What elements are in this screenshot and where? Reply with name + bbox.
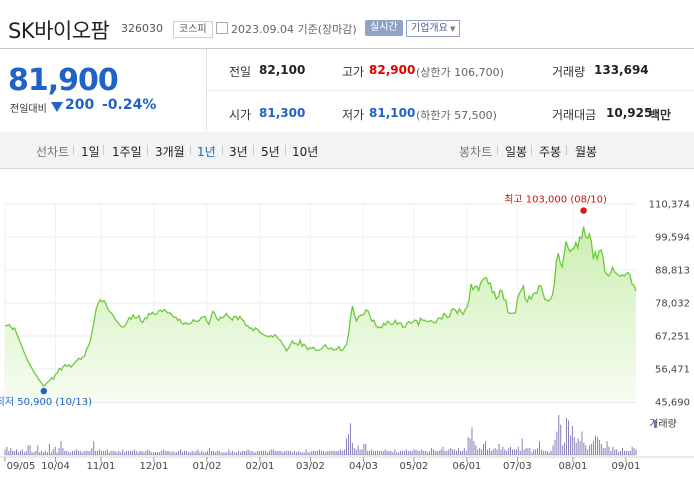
- line-chart-label: 선차트: [36, 145, 70, 159]
- open-value: 81,300: [259, 106, 306, 120]
- divider: [497, 145, 498, 155]
- prev-close-label: 전일: [229, 65, 252, 79]
- low-annotation: 최저 50,900 (10/13): [0, 396, 92, 408]
- market-badge: 코스피: [173, 21, 213, 38]
- base-date: 2023.09.04 기준(장마감): [231, 23, 357, 36]
- high-marker: [580, 207, 587, 214]
- current-price: 81,900: [8, 63, 119, 98]
- x-tick-label: 10/04: [41, 461, 70, 472]
- y-tick-label: 67,251: [655, 332, 690, 343]
- tab-10y[interactable]: 10년: [292, 145, 319, 159]
- y-tick-label: 88,813: [655, 266, 690, 277]
- x-tick-label: 05/02: [399, 461, 428, 472]
- x-tick-label: 12/01: [140, 461, 169, 472]
- chevron-down-icon: ▼: [447, 25, 456, 33]
- company-info-dropdown[interactable]: 기업개요 ▼: [406, 20, 461, 37]
- high-label: 고가: [342, 65, 365, 79]
- x-tick-label: 07/03: [503, 461, 532, 472]
- price-change-pct: -0.24%: [102, 97, 157, 113]
- candle-chart-label: 봉차트: [459, 145, 493, 159]
- amount-unit: 백만: [649, 108, 672, 122]
- down-triangle-icon: [51, 102, 63, 112]
- divider: [566, 145, 567, 155]
- price-area: [5, 226, 636, 402]
- price-change: 200: [65, 97, 95, 113]
- high-value: 82,900: [369, 63, 416, 77]
- divider: [147, 145, 148, 155]
- y-tick-label: 78,032: [655, 299, 690, 310]
- volume-legend-swatch: [654, 420, 656, 428]
- prev-close-value: 82,100: [259, 63, 306, 77]
- x-tick-label: 06/01: [452, 461, 481, 472]
- low-marker: [40, 387, 48, 395]
- divider: [285, 145, 286, 155]
- y-tick-label: 110,374: [649, 200, 690, 211]
- x-tick-label: 11/01: [86, 461, 115, 472]
- x-tick-label: 09/01: [611, 461, 640, 472]
- amount-label: 거래대금: [552, 108, 597, 122]
- divider: [207, 90, 694, 91]
- realtime-button[interactable]: 실시간: [365, 20, 403, 36]
- price-line: [4, 226, 637, 388]
- stock-header: SK바이오팜 326030 코스피 2023.09.04 기준(장마감) 실시간…: [0, 0, 694, 48]
- divider: [190, 145, 191, 155]
- tab-5y[interactable]: 5년: [261, 145, 280, 159]
- divider: [531, 145, 532, 155]
- tab-1d[interactable]: 1일: [81, 145, 100, 159]
- tab-monthly[interactable]: 월봉: [575, 145, 598, 159]
- divider: [222, 145, 223, 155]
- price-chart[interactable]: 110,374 99,594 88,813 78,032 67,251 56,471 45,…: [0, 185, 694, 486]
- divider: [73, 145, 74, 155]
- x-tick-label: 01/02: [193, 461, 222, 472]
- lower-limit: (하한가 57,500): [416, 109, 497, 122]
- x-tick-label: 09/05: [7, 461, 36, 472]
- divider: [253, 145, 254, 155]
- y-tick-label: 45,690: [655, 398, 690, 409]
- upper-limit: (상한가 106,700): [416, 66, 504, 79]
- tab-weekly[interactable]: 주봉: [539, 145, 562, 159]
- high-annotation: 최고 103,000 (08/10): [504, 194, 607, 206]
- period-tabs-bar: [0, 132, 694, 169]
- calendar-icon: [216, 22, 228, 34]
- company-info-label: 기업개요: [411, 23, 448, 34]
- tab-1w[interactable]: 1주일: [112, 145, 142, 159]
- tab-3m[interactable]: 3개월: [155, 145, 185, 159]
- tab-daily[interactable]: 일봉: [505, 145, 528, 159]
- x-tick-label: 04/03: [349, 461, 378, 472]
- low-label: 저가: [342, 108, 365, 122]
- tab-1y[interactable]: 1년: [197, 145, 216, 159]
- amount-value: 10,925: [606, 106, 653, 120]
- stock-code: 326030: [121, 22, 163, 35]
- low-value: 81,100: [369, 106, 416, 120]
- divider: [103, 145, 104, 155]
- x-tick-label: 03/02: [296, 461, 325, 472]
- divider: [206, 49, 207, 131]
- x-tick-label: 02/01: [246, 461, 275, 472]
- volume-label: 거래량: [552, 65, 586, 79]
- tab-3y[interactable]: 3년: [229, 145, 248, 159]
- y-tick-label: 56,471: [655, 365, 690, 376]
- volume-label: 거래량: [649, 418, 677, 430]
- y-tick-label: 99,594: [655, 233, 690, 244]
- open-label: 시가: [229, 108, 252, 122]
- compare-label: 전일대비: [10, 104, 47, 115]
- stock-name: SK바이오팜: [8, 19, 110, 43]
- volume-value: 133,694: [594, 63, 649, 77]
- x-tick-label: 08/01: [558, 461, 587, 472]
